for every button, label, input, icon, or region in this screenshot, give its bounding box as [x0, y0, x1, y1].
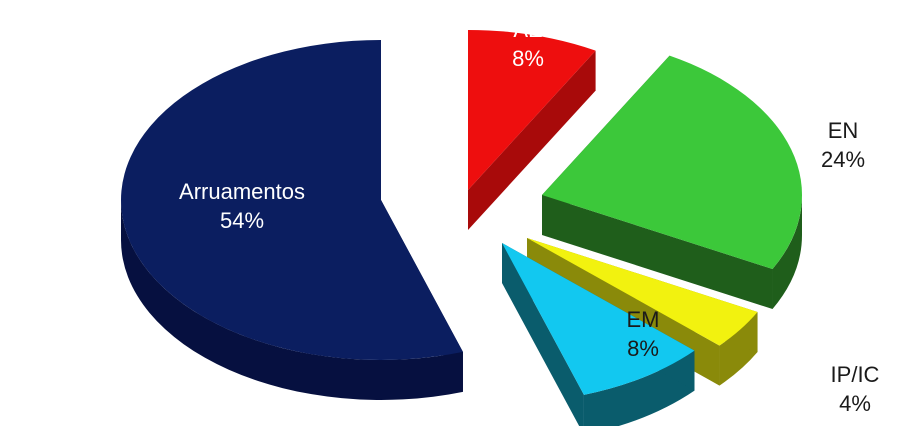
slice-side-en — [772, 195, 803, 310]
value-label-ip-ic: 4% — [839, 391, 871, 416]
data-label-arruamentos: Arruamentos 54% — [179, 179, 305, 233]
slice-ae — [468, 30, 596, 231]
slice-en — [542, 55, 803, 310]
value-label-em: 8% — [627, 336, 659, 361]
category-label-em: EM — [627, 307, 660, 332]
data-label-ip-ic: IP/IC 4% — [831, 362, 880, 416]
slice-side-arruamentos — [121, 200, 463, 401]
category-label-arruamentos: Arruamentos — [179, 179, 305, 204]
slice-top-arruamentos — [121, 40, 463, 360]
slice-top-en — [542, 55, 803, 270]
value-label-arruamentos: 54% — [220, 208, 264, 233]
slice-wall-en — [542, 195, 773, 310]
slice-top-ae — [468, 30, 596, 190]
value-label-en: 24% — [821, 147, 865, 172]
value-label-ae: 8% — [512, 46, 544, 71]
slice-top-em — [502, 243, 695, 395]
slice-em — [502, 243, 695, 426]
data-label-em: EM 8% — [627, 307, 660, 361]
slice-arruamentos — [121, 40, 463, 401]
data-label-ae: AE 8% — [512, 17, 544, 71]
slice-top-ip-ic — [527, 238, 758, 346]
category-label-ae: AE — [513, 17, 542, 42]
slice-wall-ae — [468, 50, 596, 231]
data-label-en: EN 24% — [821, 118, 865, 172]
slice-wall-em — [502, 243, 584, 426]
category-label-ip-ic: IP/IC — [831, 362, 880, 387]
category-label-en: EN — [828, 118, 859, 143]
